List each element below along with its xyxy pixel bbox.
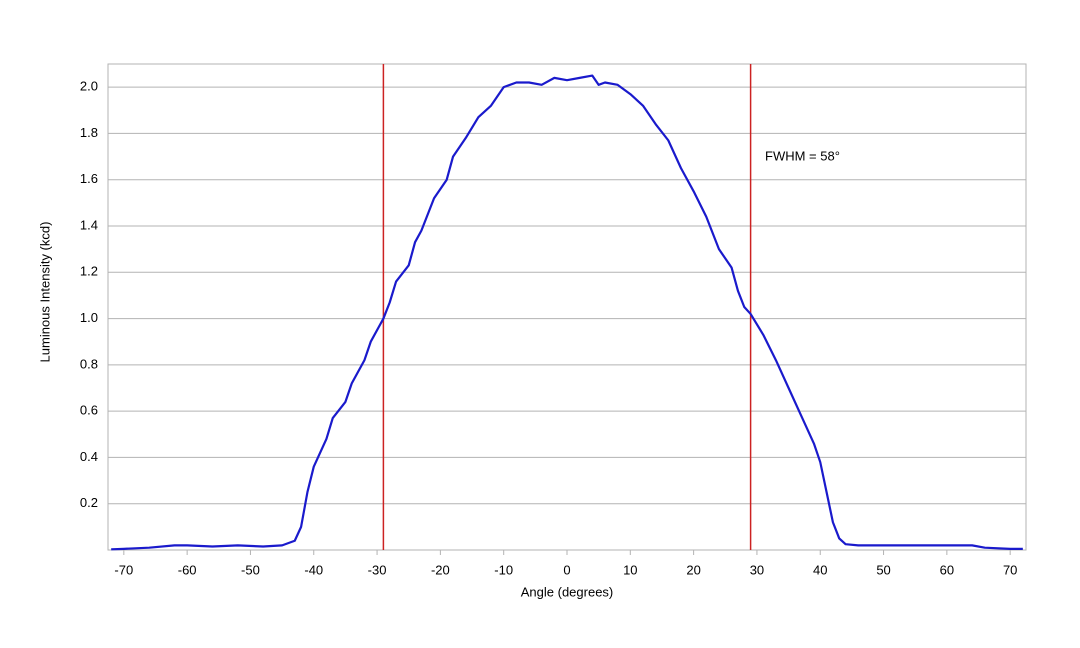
plot-border	[107, 63, 1027, 551]
x-tick-label: -60	[178, 562, 197, 577]
x-tick-label: -20	[431, 562, 450, 577]
x-tick-label: 40	[813, 562, 827, 577]
x-axis-label: Angle (degrees)	[521, 584, 614, 599]
y-axis-label: Luminous Intensity (kcd)	[37, 222, 52, 363]
x-tick-label: 60	[940, 562, 954, 577]
y-tick-label: 1.8	[80, 125, 98, 140]
y-tick-label: 1.0	[80, 310, 98, 325]
x-tick-label: 50	[876, 562, 890, 577]
y-tick-label: 0.4	[80, 449, 98, 464]
data-line	[111, 74, 1023, 551]
annotation: FWHM = 58°	[765, 148, 840, 163]
x-tick-label: 0	[563, 562, 570, 577]
x-tick-label: -70	[114, 562, 133, 577]
x-tick-label: 10	[623, 562, 637, 577]
x-tick-label: -30	[368, 562, 387, 577]
x-tick-label: -50	[241, 562, 260, 577]
y-tick-label: 1.6	[80, 171, 98, 186]
y-tick-label: 1.4	[80, 217, 98, 232]
x-tick-label: -40	[304, 562, 323, 577]
y-tick-label: 0.6	[80, 403, 98, 418]
x-tick-label: 30	[750, 562, 764, 577]
y-tick-label: 0.2	[80, 495, 98, 510]
y-tick-label: 2.0	[80, 79, 98, 94]
x-tick-label: 20	[686, 562, 700, 577]
y-tick-label: 0.8	[80, 356, 98, 371]
x-tick-label: -10	[494, 562, 513, 577]
y-tick-label: 1.2	[80, 264, 98, 279]
x-tick-label: 70	[1003, 562, 1017, 577]
